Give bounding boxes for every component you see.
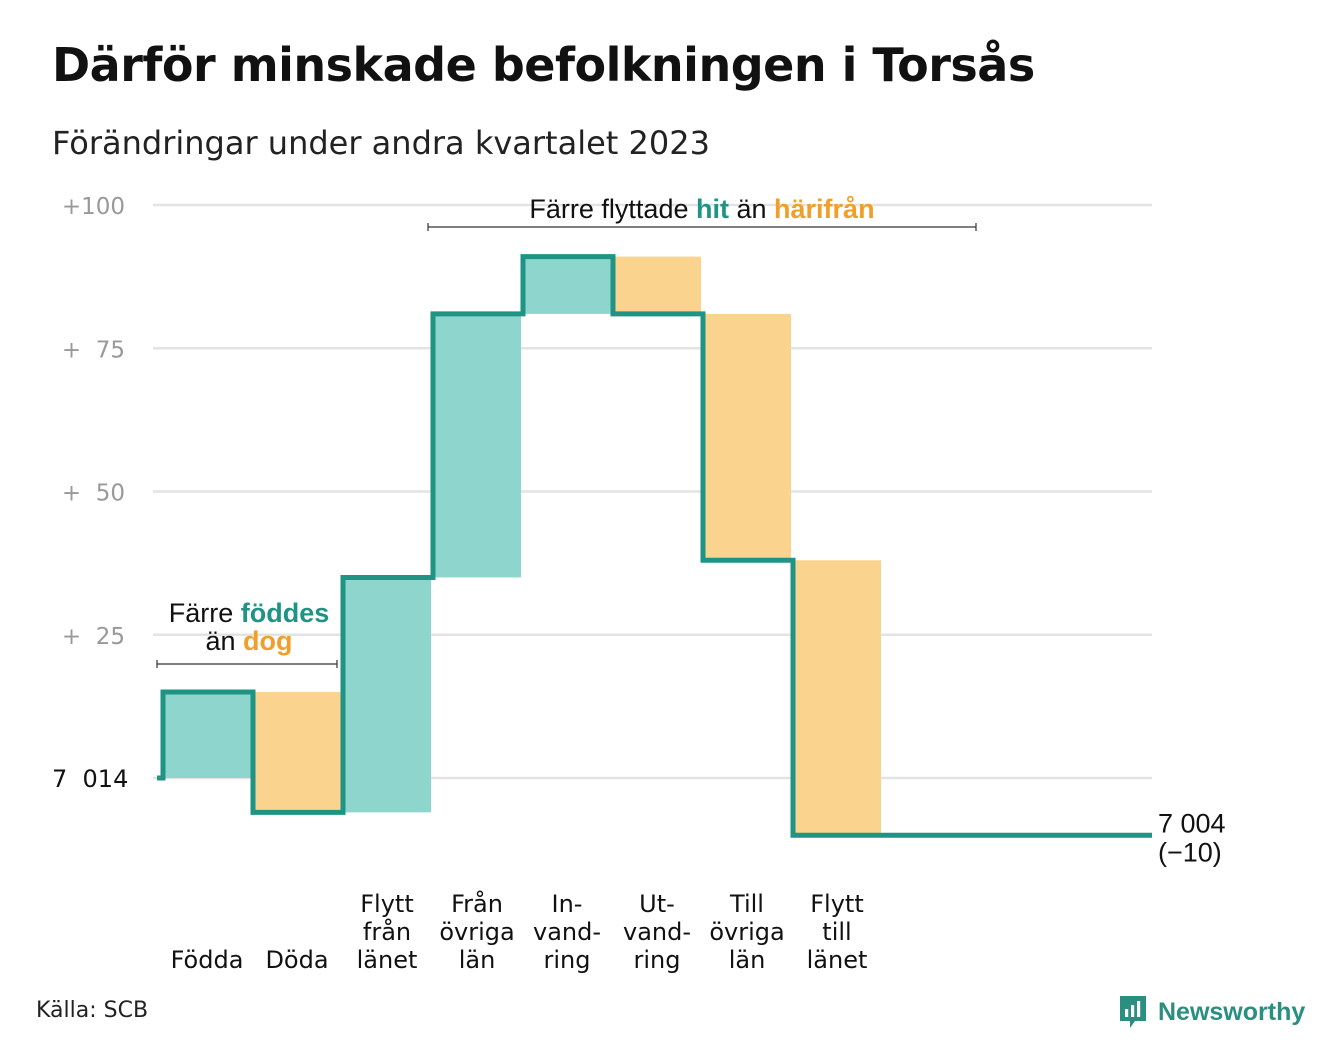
annotation-migration-part: hit [696, 194, 729, 224]
annotation-deaths: än dog [205, 626, 292, 656]
end-change-label: (−10) [1158, 837, 1222, 867]
annotation-births-part: föddes [241, 598, 330, 628]
bar-decrease [703, 313, 791, 561]
newsworthy-logo: Newsworthy [1118, 994, 1305, 1030]
chart-bubble-icon [1120, 996, 1146, 1028]
annotation-migration-part: härifrån [774, 194, 875, 224]
baseline-label: 7 014 [52, 765, 128, 793]
category-label: länet [357, 946, 418, 974]
running-total [157, 254, 1152, 838]
end-value-label: 7 004 [1158, 808, 1226, 838]
annotation-deaths-part: än [205, 626, 243, 656]
category-label: Till [729, 890, 764, 918]
category-label: från [363, 917, 411, 946]
category-label: vand- [533, 918, 601, 946]
category-label: Flytt [360, 890, 414, 918]
category-label: vand- [623, 918, 691, 946]
y-tick-label: + 50 [62, 481, 125, 507]
category-label: övriga [709, 918, 784, 946]
bar-decrease [793, 560, 881, 836]
brand-name: Newsworthy [1158, 997, 1306, 1026]
category-label: Från [451, 889, 503, 918]
annotation-births: Färre föddes [169, 598, 330, 628]
category-label: Flytt [810, 890, 864, 918]
bar-increase [343, 577, 431, 813]
source-note: Källa: SCB [36, 998, 149, 1023]
bar-increase [433, 313, 521, 578]
category-label: Födda [171, 946, 244, 974]
annotation-migration-part: Färre flyttade [529, 194, 696, 224]
category-label: ring [634, 946, 681, 974]
annotation-deaths-part: dog [243, 626, 292, 656]
bar-decrease [613, 256, 701, 314]
annotation-migration: Färre flyttade hit än härifrån [529, 194, 874, 224]
category-label: län [459, 946, 496, 974]
bar-increase [163, 692, 251, 778]
category-label: till [822, 918, 851, 946]
bars [163, 256, 881, 836]
chart-subtitle: Förändringar under andra kvartalet 2023 [52, 124, 710, 162]
category-label: länet [807, 946, 868, 974]
y-tick-label: +100 [62, 194, 125, 220]
category-label: Ut- [639, 890, 675, 918]
bar-increase [523, 256, 611, 314]
category-label: ring [544, 946, 591, 974]
category-label: In- [552, 890, 583, 918]
chart-title: Därför minskade befolkningen i Torsås [52, 38, 1035, 92]
running-total-line [157, 254, 1152, 838]
bar-decrease [253, 692, 341, 813]
category-label: Döda [265, 946, 328, 974]
y-tick-label: + 25 [62, 624, 125, 650]
category-label: län [729, 946, 766, 974]
annotation-births-part: Färre [169, 598, 241, 628]
category-label: övriga [439, 918, 514, 946]
y-tick-label: + 75 [62, 337, 125, 363]
annotation-migration-part: än [729, 194, 774, 224]
